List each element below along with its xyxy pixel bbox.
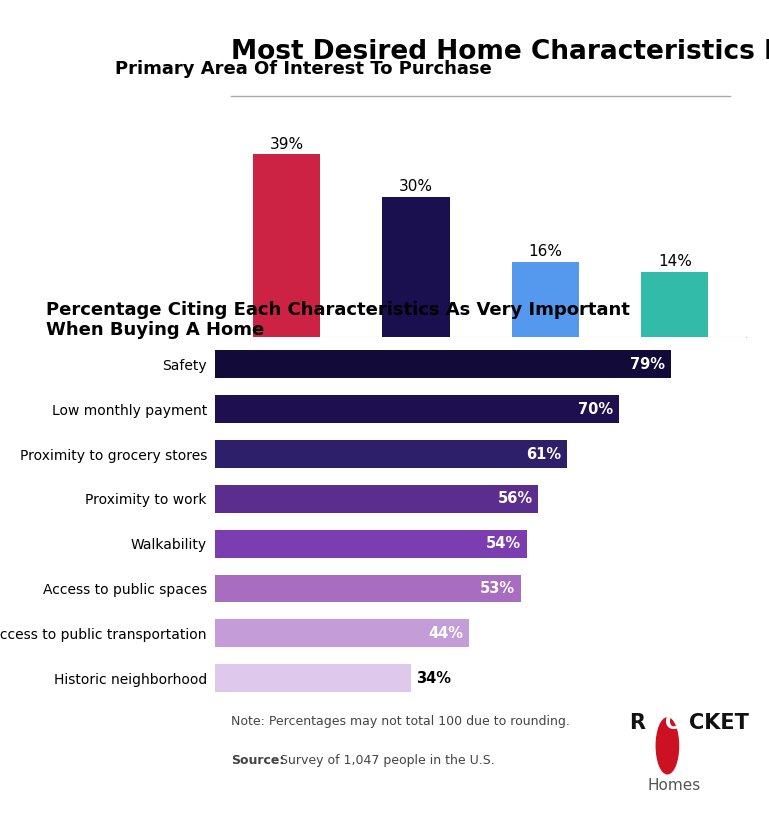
Text: Note: Percentages may not total 100 due to rounding.: Note: Percentages may not total 100 due … bbox=[231, 716, 570, 729]
Bar bbox=[215, 664, 411, 692]
Bar bbox=[641, 271, 708, 337]
Bar bbox=[215, 395, 619, 423]
Text: Survey of 1,047 people in the U.S.: Survey of 1,047 people in the U.S. bbox=[276, 754, 495, 767]
Bar bbox=[215, 440, 567, 468]
Bar bbox=[511, 262, 579, 337]
Text: 56%: 56% bbox=[498, 491, 532, 506]
Text: Most Desired Home Characteristics For Singles: Most Desired Home Characteristics For Si… bbox=[231, 38, 769, 64]
Text: Percentage Citing Each Characteristics As Very Important
When Buying A Home: Percentage Citing Each Characteristics A… bbox=[45, 301, 629, 339]
Ellipse shape bbox=[656, 718, 678, 773]
Text: 16%: 16% bbox=[528, 244, 562, 259]
Text: 44%: 44% bbox=[428, 626, 463, 641]
Text: 53%: 53% bbox=[480, 581, 515, 596]
Text: 70%: 70% bbox=[578, 402, 613, 416]
Bar bbox=[253, 154, 320, 337]
Bar bbox=[215, 619, 469, 647]
Text: CKET: CKET bbox=[688, 713, 748, 734]
Text: 61%: 61% bbox=[526, 447, 561, 461]
Text: R: R bbox=[629, 713, 645, 734]
Text: 79%: 79% bbox=[630, 357, 665, 372]
Bar bbox=[215, 575, 521, 602]
Text: 30%: 30% bbox=[399, 178, 433, 194]
Bar bbox=[215, 350, 671, 378]
Text: 54%: 54% bbox=[486, 536, 521, 551]
Text: 34%: 34% bbox=[416, 671, 451, 685]
Text: Homes: Homes bbox=[647, 778, 701, 793]
Bar bbox=[215, 485, 538, 513]
Text: O: O bbox=[665, 713, 683, 734]
Text: Primary Area Of Interest To Purchase: Primary Area Of Interest To Purchase bbox=[115, 60, 491, 78]
Bar bbox=[382, 196, 450, 337]
Bar bbox=[215, 530, 527, 557]
Text: 14%: 14% bbox=[657, 253, 691, 269]
Text: 39%: 39% bbox=[269, 136, 304, 152]
Text: Source:: Source: bbox=[231, 754, 285, 767]
